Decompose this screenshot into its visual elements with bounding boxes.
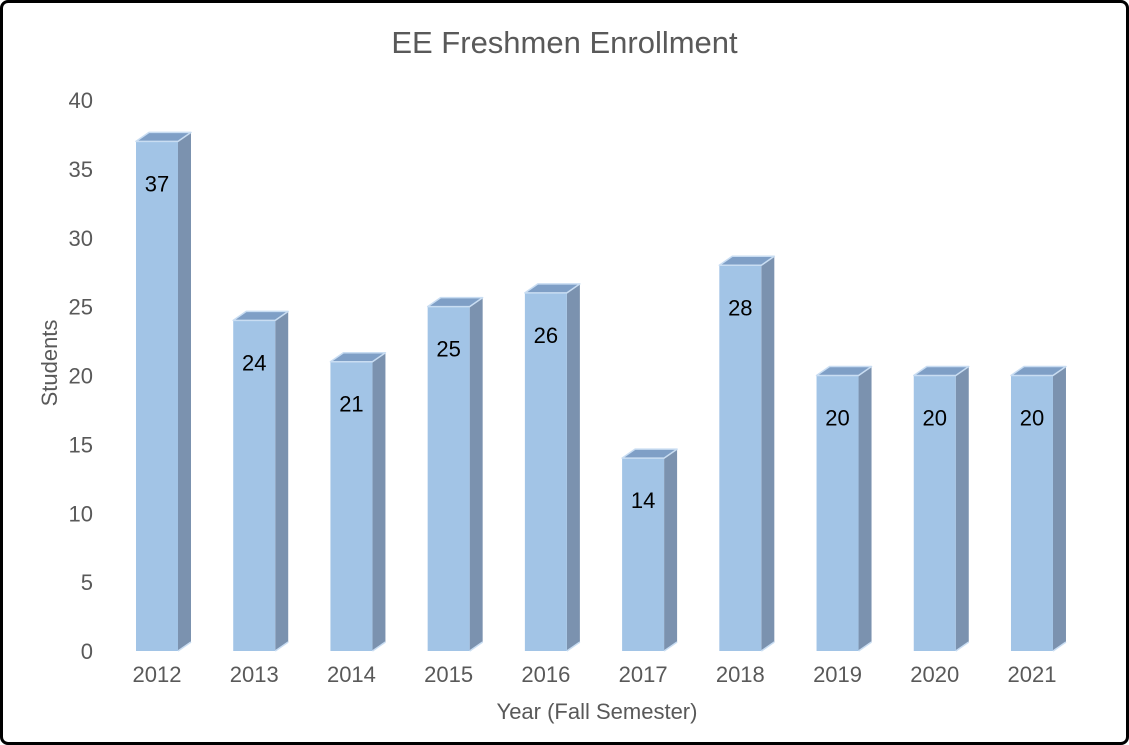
bar-side-face [858, 366, 872, 651]
x-tick-label: 2015 [424, 662, 473, 687]
bar-value-label: 37 [145, 171, 169, 196]
x-tick-label: 2018 [716, 662, 765, 687]
bar-front-face [622, 458, 665, 651]
bar-top-face [426, 296, 484, 308]
y-tick-label: 35 [69, 157, 93, 182]
bar-value-label: 20 [923, 406, 947, 431]
bar-side-face [275, 311, 289, 651]
bar-front-face [524, 292, 567, 651]
bar-side-face [955, 366, 969, 651]
bar-bottom-edge-highlight [663, 641, 678, 652]
bar-side-face [1052, 366, 1066, 651]
bar-top-face [524, 283, 581, 294]
bar-side-face [469, 297, 483, 651]
x-tick-label: 2021 [1008, 662, 1057, 687]
x-tick-label: 2019 [813, 662, 862, 687]
y-tick-label: 30 [69, 226, 93, 251]
bar-side-face [372, 352, 386, 651]
bar-top-face [232, 310, 289, 322]
bar-bottom-edge-highlight [1052, 641, 1067, 652]
y-tick-label: 0 [81, 639, 93, 664]
bar-front-face [816, 375, 859, 651]
bar-top-face [815, 365, 873, 377]
bar-front-face [330, 361, 373, 651]
y-tick-label: 15 [69, 432, 93, 457]
bar-bottom-edge-highlight [372, 641, 386, 652]
bar-value-label: 26 [534, 323, 558, 348]
bar-top-face [913, 365, 970, 377]
bar-top-face [135, 131, 192, 143]
bar-side-face [664, 449, 678, 651]
bar-top-face [329, 351, 387, 363]
bar-value-label: 28 [728, 295, 752, 320]
bar-side-face [178, 132, 191, 651]
bar-value-label: 24 [242, 350, 266, 375]
bar-front-face [913, 375, 956, 651]
bar-front-face [427, 306, 470, 651]
bar-side-face [761, 256, 775, 651]
bar-bottom-edge-highlight [566, 641, 581, 652]
bar-top-face [621, 448, 678, 459]
bar-value-label: 20 [825, 406, 849, 431]
y-tick-label: 20 [69, 364, 93, 389]
bar-bottom-edge-highlight [760, 641, 775, 652]
chart-title: EE Freshmen Enrollment [391, 25, 738, 60]
bar-bottom-edge-highlight [177, 641, 192, 652]
y-tick-label: 10 [69, 501, 93, 526]
bar-front-face [1010, 375, 1053, 651]
bar-bottom-edge-highlight [274, 641, 289, 652]
bar-top-face [1010, 365, 1067, 377]
x-tick-label: 2020 [910, 662, 959, 687]
bar-bottom-edge-highlight [955, 641, 970, 652]
bar-value-label: 25 [436, 337, 460, 362]
bar-bottom-edge-highlight [858, 641, 872, 652]
bar-side-face [566, 283, 580, 651]
bar-value-label: 20 [1020, 406, 1044, 431]
x-tick-label: 2014 [327, 662, 376, 687]
bar-bottom-edge-highlight [469, 641, 484, 652]
x-axis-title: Year (Fall Semester) [496, 699, 698, 724]
bar-front-face [719, 265, 762, 651]
x-tick-label: 2013 [230, 662, 279, 687]
y-tick-label: 5 [81, 570, 93, 595]
x-tick-label: 2017 [619, 662, 668, 687]
bar-chart-plot: 0510152025303540372012242013212014252015… [69, 88, 1067, 687]
y-tick-label: 25 [69, 295, 93, 320]
bar-value-label: 21 [339, 392, 363, 417]
bar-front-face [233, 320, 276, 651]
y-tick-label: 40 [69, 88, 93, 113]
bar-front-face [136, 141, 178, 651]
bar-value-label: 14 [631, 488, 655, 513]
bar-top-face [718, 255, 776, 267]
x-tick-label: 2012 [133, 662, 182, 687]
x-tick-label: 2016 [521, 662, 570, 687]
